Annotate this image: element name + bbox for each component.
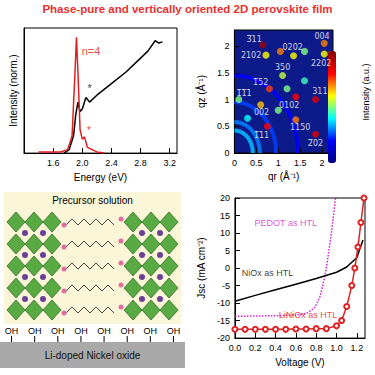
svg-text:3.2: 3.2 <box>163 158 176 168</box>
svg-text:0.5: 0.5 <box>250 158 263 168</box>
svg-text:0.4: 0.4 <box>269 343 282 353</box>
svg-text:OH: OH <box>5 326 19 336</box>
svg-text:LiNiOx as HTL: LiNiOx as HTL <box>279 310 338 320</box>
svg-text:1.5: 1.5 <box>217 68 230 78</box>
svg-text:Li-doped Nickel oxide: Li-doped Nickel oxide <box>45 350 141 361</box>
svg-text:0: 0 <box>225 263 230 273</box>
svg-text:1.6: 1.6 <box>47 158 60 168</box>
svg-text:0: 0 <box>232 158 237 168</box>
svg-text:0.8: 0.8 <box>310 343 323 353</box>
svg-text:OH: OH <box>97 326 111 336</box>
svg-text:2.0: 2.0 <box>76 158 89 168</box>
svg-text:Intensity (a.u.): Intensity (a.u.) <box>361 63 371 120</box>
svg-text:Precursor solution: Precursor solution <box>52 195 133 206</box>
svg-text:002: 002 <box>254 108 269 117</box>
svg-text:2.8: 2.8 <box>134 158 147 168</box>
svg-text:0: 0 <box>224 148 229 158</box>
svg-text:Jsc (mA cm⁻²): Jsc (mA cm⁻²) <box>196 237 207 298</box>
svg-text:0.6: 0.6 <box>290 343 303 353</box>
svg-text:NiOx as HTL: NiOx as HTL <box>242 268 294 278</box>
svg-text:qz (Å⁻¹): qz (Å⁻¹) <box>195 75 207 108</box>
svg-text:2: 2 <box>224 41 229 51</box>
svg-text:1̅11: 1̅11 <box>254 131 269 140</box>
svg-text:Energy (eV): Energy (eV) <box>74 172 127 183</box>
svg-text:2.4: 2.4 <box>105 158 118 168</box>
svg-text:15: 15 <box>220 211 230 221</box>
svg-text:OH: OH <box>120 326 134 336</box>
svg-text:1.5: 1.5 <box>294 158 307 168</box>
svg-text:2: 2 <box>320 158 325 168</box>
svg-text:3̅11: 3̅11 <box>246 35 261 44</box>
svg-text:*: * <box>87 124 92 136</box>
svg-text:1.2: 1.2 <box>351 343 364 353</box>
svg-text:OH: OH <box>167 326 181 336</box>
svg-text:1.0: 1.0 <box>330 343 343 353</box>
svg-text:1̅52: 1̅52 <box>253 78 268 87</box>
svg-text:0102: 0102 <box>279 101 299 110</box>
svg-text:1: 1 <box>224 95 229 105</box>
svg-text:0.5: 0.5 <box>217 121 230 131</box>
svg-text:10: 10 <box>220 228 230 238</box>
html-text:Phase-pure and vertically orie: Phase-pure and vertically oriented 2D pe… <box>42 3 333 15</box>
svg-text:0.2: 0.2 <box>249 343 262 353</box>
svg-text:OH: OH <box>144 326 158 336</box>
svg-text:1: 1 <box>276 158 281 168</box>
svg-text:OH: OH <box>28 326 42 336</box>
svg-text:Voltage (V): Voltage (V) <box>275 357 324 368</box>
svg-text:n=4: n=4 <box>82 45 101 57</box>
svg-text:004: 004 <box>314 32 329 41</box>
svg-text:1̅1̅1: 1̅1̅1 <box>236 89 251 98</box>
svg-text:2102: 2102 <box>241 51 261 60</box>
svg-text:5: 5 <box>225 246 230 256</box>
svg-text:PEDOT as HTL: PEDOT as HTL <box>255 218 317 228</box>
svg-text:qr (Å⁻¹): qr (Å⁻¹) <box>268 170 299 182</box>
svg-text:OH: OH <box>51 326 65 336</box>
svg-text:2202: 2202 <box>311 59 331 68</box>
svg-text:2̅02: 2̅02 <box>308 139 323 148</box>
svg-text:*: * <box>87 82 92 94</box>
svg-text:20: 20 <box>220 193 230 203</box>
svg-text:-20: -20 <box>217 333 230 343</box>
svg-text:-15: -15 <box>217 316 230 326</box>
svg-text:-5: -5 <box>222 281 230 291</box>
svg-text:0202: 0202 <box>283 43 303 52</box>
svg-text:311: 311 <box>312 87 327 96</box>
svg-text:350: 350 <box>275 63 290 72</box>
svg-text:-10: -10 <box>217 298 230 308</box>
svg-text:1150: 1150 <box>290 123 310 132</box>
svg-text:Intensity (norm.): Intensity (norm.) <box>8 54 19 126</box>
svg-text:OH: OH <box>74 326 88 336</box>
svg-text:0.0: 0.0 <box>229 343 242 353</box>
